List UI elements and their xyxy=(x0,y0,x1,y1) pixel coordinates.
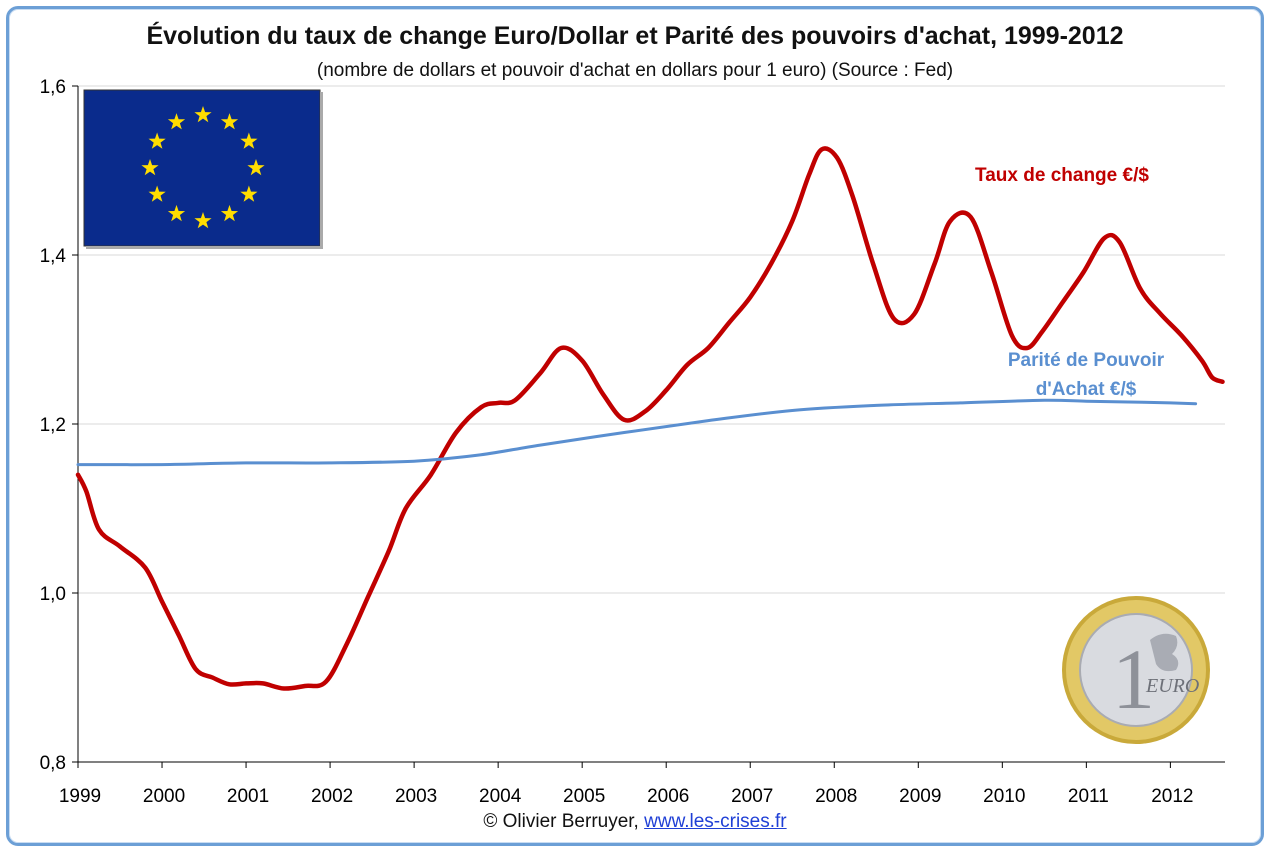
x-tick-label: 2012 xyxy=(1151,786,1193,807)
eu-flag-icon xyxy=(83,89,323,249)
ppp-series-label-line1: Parité de Pouvoir xyxy=(1008,350,1165,371)
x-tick-label: 2010 xyxy=(983,786,1025,807)
x-tick-labels: 1999 2000 2001 2002 2003 2004 2005 2006 2007 2008… xyxy=(59,786,1194,807)
series-lines xyxy=(75,146,1225,691)
axes xyxy=(72,85,1225,768)
ppp-series-label-line2: d'Achat €/$ xyxy=(1036,379,1137,400)
flag-star xyxy=(141,159,159,176)
svg-text:1: 1 xyxy=(1112,631,1155,727)
ppp-line xyxy=(76,398,1198,467)
flag-star xyxy=(148,185,166,202)
footer: © Olivier Berruyer, www.les-crises.fr xyxy=(0,811,1270,833)
fx-rate-line xyxy=(75,146,1225,691)
y-tick-label: 1,4 xyxy=(40,246,67,267)
author-credit: © Olivier Berruyer, xyxy=(483,811,639,832)
flag-star xyxy=(194,106,212,123)
chart-subtitle: (nombre de dollars et pouvoir d'achat en… xyxy=(316,60,954,81)
flag-star xyxy=(220,204,239,222)
flag-star xyxy=(167,113,186,130)
y-tick-label: 1,6 xyxy=(40,77,66,98)
flag-stars xyxy=(141,106,265,229)
website-link[interactable]: www.les-crises.fr xyxy=(644,811,787,832)
x-tick-label: 2005 xyxy=(563,786,605,807)
flag-star xyxy=(240,132,258,149)
y-tick-labels: 0,8 1,0 1,2 1,4 1,6 xyxy=(40,77,67,774)
x-tick-label: 2009 xyxy=(899,786,941,807)
flag-star xyxy=(220,113,239,130)
flag-star xyxy=(194,212,212,229)
y-tick-label: 0,8 xyxy=(40,753,66,774)
flag-star xyxy=(167,204,186,222)
x-tick-label: 2003 xyxy=(395,786,437,807)
flag-star xyxy=(148,132,166,149)
euro-coin-icon: 1 EURO xyxy=(1062,596,1210,744)
chart-title: Évolution du taux de change Euro/Dollar … xyxy=(146,22,1124,50)
x-tick-label: 2001 xyxy=(227,786,269,807)
y-tick-label: 1,0 xyxy=(40,584,66,605)
flag-star xyxy=(247,159,265,176)
flag-star xyxy=(240,185,258,202)
x-tick-label: 2000 xyxy=(143,786,185,807)
x-tick-label: 2011 xyxy=(1068,786,1109,807)
x-tick-label: 2002 xyxy=(311,786,353,807)
x-tick-label: 1999 xyxy=(59,786,101,807)
fx-series-label: Taux de change €/$ xyxy=(975,165,1149,186)
y-tick-label: 1,2 xyxy=(40,415,66,436)
svg-text:EURO: EURO xyxy=(1145,675,1199,697)
grid-lines xyxy=(78,85,1225,594)
x-tick-label: 2008 xyxy=(815,786,857,807)
x-tick-label: 2006 xyxy=(647,786,689,807)
x-tick-label: 2004 xyxy=(479,786,522,807)
x-tick-label: 2007 xyxy=(731,786,773,807)
